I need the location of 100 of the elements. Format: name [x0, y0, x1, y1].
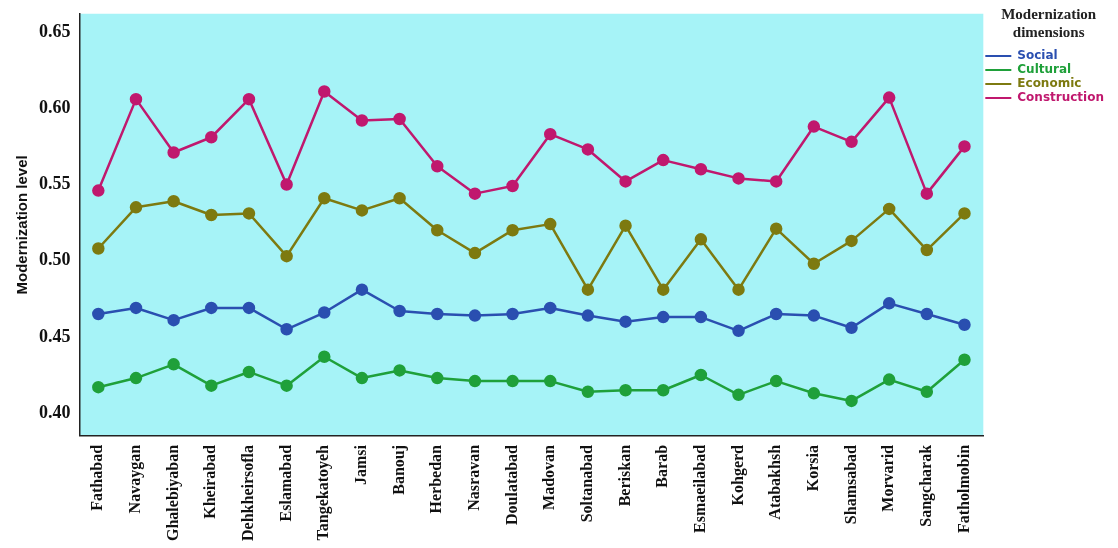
- x-tick-label: Soltanabad: [578, 444, 596, 523]
- point: [543, 301, 557, 315]
- x-tick-label: Esmaeilabad: [691, 444, 709, 533]
- point: [807, 387, 821, 400]
- point: [129, 201, 143, 214]
- point: [242, 92, 256, 106]
- legend-label: Cultural: [1017, 62, 1072, 77]
- point: [581, 309, 595, 322]
- point: [920, 243, 934, 257]
- x-tick-label: Jamsi: [352, 444, 370, 485]
- point: [769, 175, 783, 188]
- point: [318, 191, 331, 205]
- point: [280, 249, 293, 263]
- point: [431, 307, 444, 321]
- point: [581, 143, 595, 156]
- point: [807, 257, 821, 270]
- point: [205, 379, 218, 392]
- point: [167, 146, 180, 159]
- point: [845, 234, 858, 248]
- y-tick-label: 0.60: [39, 96, 71, 117]
- point: [958, 140, 971, 153]
- point: [732, 388, 745, 402]
- point: [129, 371, 143, 385]
- point: [167, 358, 180, 371]
- point: [619, 175, 632, 188]
- point: [393, 364, 406, 377]
- point: [882, 202, 896, 216]
- point: [242, 301, 256, 315]
- point: [318, 306, 331, 319]
- point: [506, 223, 519, 237]
- point: [543, 374, 557, 388]
- point: [355, 114, 369, 127]
- point: [318, 350, 331, 363]
- point: [732, 283, 745, 296]
- point: [882, 91, 896, 104]
- point: [205, 301, 218, 315]
- point: [280, 178, 293, 191]
- legend-label: Economic: [1017, 76, 1082, 91]
- point: [581, 385, 595, 399]
- y-tick-label: 0.45: [39, 325, 71, 346]
- legend-label: Social: [1017, 48, 1058, 63]
- x-tick-label: Dehkheirsofla: [239, 444, 257, 541]
- point: [694, 233, 708, 246]
- point: [92, 307, 105, 321]
- x-tick-label: Navaygan: [126, 444, 145, 514]
- point: [656, 153, 670, 167]
- point: [355, 204, 369, 217]
- point: [920, 385, 934, 399]
- x-tick-label: Banouj: [389, 444, 408, 495]
- point: [167, 313, 180, 327]
- x-tick-label: Fatholmobin: [954, 444, 972, 533]
- point: [920, 187, 934, 200]
- x-tick-label: Korsia: [803, 444, 821, 492]
- point: [694, 310, 708, 324]
- y-tick-label: 0.55: [39, 173, 71, 194]
- point: [543, 127, 557, 141]
- x-tick-label: Nasravan: [465, 444, 483, 511]
- point: [619, 384, 632, 397]
- point: [656, 310, 670, 324]
- x-tick-label: Tangekatoyeh: [314, 444, 333, 541]
- x-tick-label: Fathabad: [88, 444, 106, 511]
- legend-title: Modernization dimensions: [1001, 6, 1097, 41]
- x-tick-label: Beriskan: [615, 444, 633, 507]
- point: [958, 353, 971, 367]
- point: [845, 321, 858, 335]
- x-tick-label: Doulatabad: [502, 444, 520, 525]
- point: [958, 318, 971, 331]
- x-tick-label: Shamsabad: [841, 444, 859, 525]
- point: [619, 219, 632, 232]
- point: [619, 315, 632, 328]
- point: [694, 163, 708, 176]
- x-tick-label: Kheirabad: [201, 444, 219, 519]
- point: [242, 207, 256, 220]
- point: [807, 309, 821, 322]
- point: [581, 283, 595, 296]
- point: [393, 112, 406, 126]
- point: [656, 384, 670, 397]
- x-tick-label: Eslamabad: [276, 444, 294, 522]
- point: [468, 187, 482, 200]
- point: [431, 159, 444, 173]
- point: [92, 184, 105, 197]
- point: [807, 120, 821, 133]
- point: [845, 394, 858, 408]
- point: [393, 304, 406, 318]
- x-tick-label: Kohgerd: [728, 444, 747, 506]
- point: [506, 179, 519, 193]
- x-tick-label: Barab: [653, 444, 671, 488]
- point: [769, 374, 783, 388]
- x-tick-label: Ghalebiyaban: [163, 444, 182, 541]
- point: [92, 380, 105, 394]
- point: [506, 307, 519, 321]
- point: [882, 373, 896, 386]
- point: [431, 223, 444, 237]
- point: [845, 135, 858, 149]
- point: [431, 371, 444, 385]
- legend-label: Construction: [1017, 90, 1104, 105]
- point: [242, 365, 256, 379]
- point: [205, 208, 218, 222]
- point: [393, 191, 406, 205]
- point: [506, 374, 519, 388]
